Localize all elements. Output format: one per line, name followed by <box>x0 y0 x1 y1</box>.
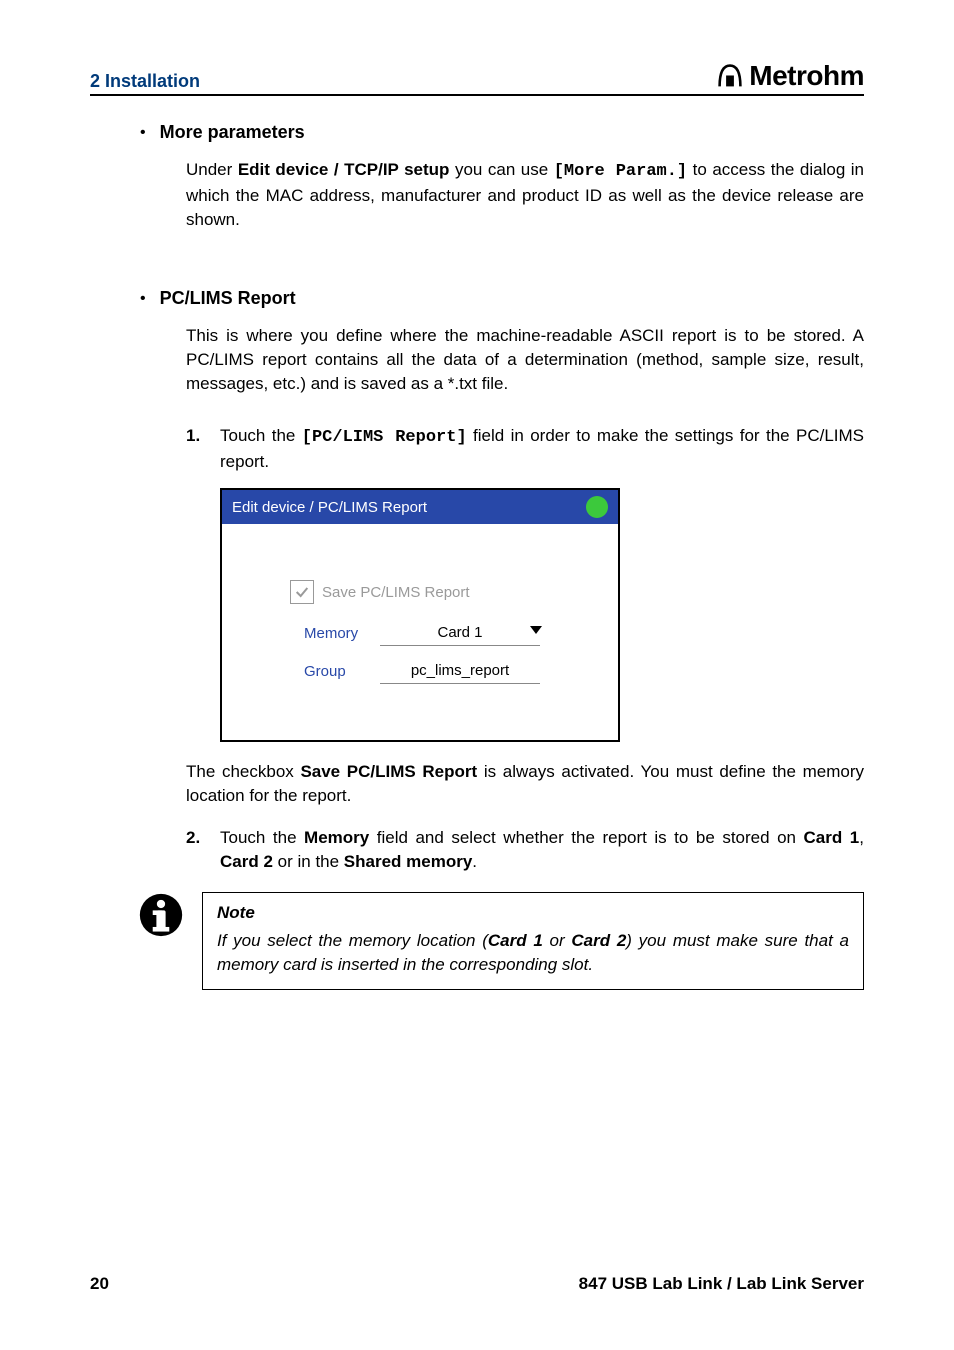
pc-lims-intro: This is where you define where the machi… <box>186 324 864 396</box>
check-icon <box>294 584 310 600</box>
text-bold: Card 2 <box>571 931 626 950</box>
text-fragment: . <box>472 852 477 871</box>
metrohm-icon <box>717 63 743 89</box>
step-2: 2. Touch the Memory field and select whe… <box>186 826 864 874</box>
brand-name: Metrohm <box>749 60 864 92</box>
section-title: 2 Installation <box>90 71 200 92</box>
checkbox-label: Save PC/LIMS Report <box>322 584 470 601</box>
step-number: 2. <box>186 826 212 874</box>
mono-text: [More Param.] <box>554 162 687 181</box>
group-label: Group <box>304 663 380 680</box>
step-1: 1. Touch the [PC/LIMS Report] field in o… <box>186 424 864 474</box>
text-bold: Card 1 <box>804 828 860 847</box>
page-header: 2 Installation Metrohm <box>90 60 864 96</box>
text-fragment: Touch the <box>220 426 302 445</box>
checkbox-row: Save PC/LIMS Report <box>246 580 594 604</box>
text-fragment: Touch the <box>220 828 304 847</box>
dialog-screenshot: Edit device / PC/LIMS Report Save PC/LIM… <box>220 488 620 742</box>
note-box: Note If you select the memory location (… <box>202 892 864 990</box>
note-block: Note If you select the memory location (… <box>140 892 864 990</box>
dialog-titlebar: Edit device / PC/LIMS Report <box>222 490 618 524</box>
chevron-down-icon <box>528 624 544 636</box>
text-bold: Memory <box>304 828 369 847</box>
group-field[interactable]: pc_lims_report <box>380 658 540 684</box>
step-number: 1. <box>186 424 212 474</box>
text-fragment: The checkbox <box>186 762 300 781</box>
save-report-checkbox[interactable] <box>290 580 314 604</box>
text-fragment: field and select whether the report is t… <box>369 828 803 847</box>
page-number: 20 <box>90 1274 109 1294</box>
memory-value: Card 1 <box>437 624 482 641</box>
bullet-heading: PC/LIMS Report <box>160 288 296 310</box>
status-dot-icon <box>586 496 608 518</box>
memory-dropdown[interactable]: Card 1 <box>380 620 540 646</box>
bullet-dot: • <box>140 288 146 310</box>
page-footer: 20 847 USB Lab Link / Lab Link Server <box>90 1274 864 1294</box>
step-text: Touch the Memory field and select whethe… <box>220 826 864 874</box>
text-fragment: or in the <box>273 852 344 871</box>
step-text: Touch the [PC/LIMS Report] field in orde… <box>220 424 864 474</box>
text-fragment: or <box>543 931 572 950</box>
memory-field-row: Memory Card 1 <box>304 620 594 646</box>
bullet-heading: More parameters <box>160 122 305 144</box>
content-area: • More parameters Under Edit device / TC… <box>140 122 864 990</box>
info-icon <box>138 892 184 938</box>
text-fragment: Under <box>186 160 238 179</box>
brand-logo: Metrohm <box>717 60 864 92</box>
text-fragment: If you select the memory location ( <box>217 931 488 950</box>
dialog-title: Edit device / PC/LIMS Report <box>232 499 427 516</box>
memory-label: Memory <box>304 625 380 642</box>
bullet-more-parameters: • More parameters <box>140 122 864 144</box>
text-bold: Card 1 <box>488 931 543 950</box>
text-fragment: you can use <box>449 160 553 179</box>
text-fragment: , <box>859 828 864 847</box>
text-bold: Edit device / TCP/IP setup <box>238 160 450 179</box>
after-screenshot-paragraph: The checkbox Save PC/LIMS Report is alwa… <box>186 760 864 808</box>
group-field-row: Group pc_lims_report <box>304 658 594 684</box>
note-body: If you select the memory location (Card … <box>217 929 849 977</box>
bullet-dot: • <box>140 122 146 144</box>
dialog-body: Save PC/LIMS Report Memory Card 1 Group … <box>222 524 618 740</box>
text-bold: Shared memory <box>344 852 473 871</box>
text-bold: Save PC/LIMS Report <box>300 762 477 781</box>
more-parameters-paragraph: Under Edit device / TCP/IP setup you can… <box>186 158 864 232</box>
bullet-pc-lims: • PC/LIMS Report <box>140 288 864 310</box>
text-bold: Card 2 <box>220 852 273 871</box>
note-heading: Note <box>217 901 849 925</box>
doc-title: 847 USB Lab Link / Lab Link Server <box>579 1274 864 1294</box>
mono-text: [PC/LIMS Report] <box>302 428 467 447</box>
group-value: pc_lims_report <box>411 662 509 679</box>
